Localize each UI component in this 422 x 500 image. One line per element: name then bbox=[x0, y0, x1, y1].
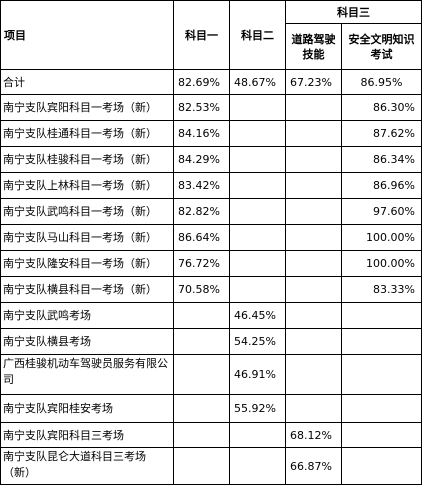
table-row: 南宁支队上林科目一考场（新） 83.42% 86.96% bbox=[0, 172, 422, 199]
table-row: 南宁支队桂通科目一考场（新） 84.16% 87.62% bbox=[0, 120, 422, 147]
row-name: 南宁支队昆仑大道科目三考场（新） bbox=[0, 447, 174, 485]
cell-subject1: 83.42% bbox=[173, 172, 230, 199]
cell-subject2 bbox=[229, 224, 286, 251]
cell-subject2: 46.45% bbox=[229, 302, 286, 329]
cell-subject1 bbox=[173, 422, 230, 448]
cell-road-skill bbox=[285, 250, 342, 277]
header-item: 项目 bbox=[0, 0, 174, 70]
cell-safe-exam: 83.33% bbox=[341, 276, 422, 303]
cell-road-skill bbox=[285, 172, 342, 199]
cell-safe-exam bbox=[341, 394, 422, 423]
table-row: 南宁支队宾阳科目三考场 68.12% bbox=[0, 422, 422, 448]
table-row: 南宁支队横县考场 54.25% bbox=[0, 328, 422, 355]
row-name: 合计 bbox=[0, 69, 174, 95]
table-row: 南宁支队宾阳桂安考场 55.92% bbox=[0, 394, 422, 423]
row-name: 南宁支队武鸣科目一考场（新） bbox=[0, 198, 174, 225]
row-name: 南宁支队桂骏科目一考场（新） bbox=[0, 146, 174, 173]
cell-subject1: 86.64% bbox=[173, 224, 230, 251]
row-name: 南宁支队宾阳科目三考场 bbox=[0, 422, 174, 448]
cell-subject2 bbox=[229, 422, 286, 448]
row-name: 南宁支队横县科目一考场（新） bbox=[0, 276, 174, 303]
cell-subject2 bbox=[229, 120, 286, 147]
cell-subject2 bbox=[229, 447, 286, 485]
cell-road-skill bbox=[285, 224, 342, 251]
cell-subject2 bbox=[229, 94, 286, 121]
cell-subject2: 54.25% bbox=[229, 328, 286, 355]
cell-subject2 bbox=[229, 276, 286, 303]
cell-subject1: 82.82% bbox=[173, 198, 230, 225]
table-row: 南宁支队武鸣考场 46.45% bbox=[0, 302, 422, 329]
row-name: 南宁支队马山科目一考场（新） bbox=[0, 224, 174, 251]
row-name: 南宁支队桂通科目一考场（新） bbox=[0, 120, 174, 147]
pass-rate-table: 项目 科目一 科目二 科目三 道路驾驶技能 安全文明知识考试 合计 82.69%… bbox=[0, 0, 422, 485]
cell-road-skill: 66.87% bbox=[285, 447, 342, 485]
cell-subject2: 55.92% bbox=[229, 394, 286, 423]
row-name: 南宁支队横县考场 bbox=[0, 328, 174, 355]
cell-subject1 bbox=[173, 394, 230, 423]
cell-safe-exam: 100.00% bbox=[341, 250, 422, 277]
cell-safe-exam bbox=[341, 447, 422, 485]
cell-subject1: 82.69% bbox=[173, 69, 230, 95]
cell-road-skill bbox=[285, 394, 342, 423]
header-subject3: 科目三 bbox=[285, 0, 422, 24]
cell-subject2 bbox=[229, 172, 286, 199]
cell-safe-exam: 100.00% bbox=[341, 224, 422, 251]
cell-subject1 bbox=[173, 328, 230, 355]
cell-safe-exam bbox=[341, 422, 422, 448]
pass-rate-table-container: 项目 科目一 科目二 科目三 道路驾驶技能 安全文明知识考试 合计 82.69%… bbox=[0, 0, 422, 485]
row-name: 广西桂骏机动车驾驶员服务有限公司 bbox=[0, 354, 174, 395]
cell-road-skill bbox=[285, 120, 342, 147]
table-row: 南宁支队昆仑大道科目三考场（新） 66.87% bbox=[0, 447, 422, 485]
cell-subject2 bbox=[229, 146, 286, 173]
cell-road-skill bbox=[285, 94, 342, 121]
cell-safe-exam: 86.34% bbox=[341, 146, 422, 173]
header-road-skill: 道路驾驶技能 bbox=[285, 23, 342, 70]
cell-subject2: 48.67% bbox=[229, 69, 286, 95]
cell-safe-exam: 87.62% bbox=[341, 120, 422, 147]
row-name: 南宁支队宾阳桂安考场 bbox=[0, 394, 174, 423]
cell-safe-exam bbox=[341, 354, 422, 395]
table-row: 南宁支队宾阳科目一考场（新） 82.53% 86.30% bbox=[0, 94, 422, 121]
cell-subject1 bbox=[173, 447, 230, 485]
row-name: 南宁支队隆安科目一考场（新） bbox=[0, 250, 174, 277]
header-safe-exam: 安全文明知识考试 bbox=[341, 23, 422, 70]
cell-subject1: 82.53% bbox=[173, 94, 230, 121]
cell-safe-exam: 86.95% bbox=[341, 69, 422, 95]
cell-road-skill bbox=[285, 198, 342, 225]
cell-subject2: 46.91% bbox=[229, 354, 286, 395]
row-name: 南宁支队武鸣考场 bbox=[0, 302, 174, 329]
cell-subject1: 84.16% bbox=[173, 120, 230, 147]
cell-road-skill bbox=[285, 328, 342, 355]
cell-road-skill bbox=[285, 146, 342, 173]
cell-safe-exam bbox=[341, 328, 422, 355]
cell-road-skill bbox=[285, 302, 342, 329]
row-name: 南宁支队宾阳科目一考场（新） bbox=[0, 94, 174, 121]
table-row: 南宁支队横县科目一考场（新） 70.58% 83.33% bbox=[0, 276, 422, 303]
cell-safe-exam: 86.30% bbox=[341, 94, 422, 121]
table-row: 南宁支队马山科目一考场（新） 86.64% 100.00% bbox=[0, 224, 422, 251]
cell-safe-exam: 86.96% bbox=[341, 172, 422, 199]
table-row: 南宁支队隆安科目一考场（新） 76.72% 100.00% bbox=[0, 250, 422, 277]
cell-road-skill: 68.12% bbox=[285, 422, 342, 448]
table-row: 合计 82.69% 48.67% 67.23% 86.95% bbox=[0, 69, 422, 95]
cell-road-skill: 67.23% bbox=[285, 69, 342, 95]
cell-safe-exam: 97.60% bbox=[341, 198, 422, 225]
cell-subject1 bbox=[173, 302, 230, 329]
cell-safe-exam bbox=[341, 302, 422, 329]
header-subject1: 科目一 bbox=[173, 0, 230, 70]
header-subject2: 科目二 bbox=[229, 0, 286, 70]
cell-subject1: 76.72% bbox=[173, 250, 230, 277]
cell-subject1: 84.29% bbox=[173, 146, 230, 173]
cell-subject1: 70.58% bbox=[173, 276, 230, 303]
table-row: 南宁支队武鸣科目一考场（新） 82.82% 97.60% bbox=[0, 198, 422, 225]
table-row: 南宁支队桂骏科目一考场（新） 84.29% 86.34% bbox=[0, 146, 422, 173]
cell-road-skill bbox=[285, 354, 342, 395]
cell-subject1 bbox=[173, 354, 230, 395]
cell-road-skill bbox=[285, 276, 342, 303]
table-row: 广西桂骏机动车驾驶员服务有限公司 46.91% bbox=[0, 354, 422, 395]
cell-subject2 bbox=[229, 198, 286, 225]
cell-subject2 bbox=[229, 250, 286, 277]
row-name: 南宁支队上林科目一考场（新） bbox=[0, 172, 174, 199]
